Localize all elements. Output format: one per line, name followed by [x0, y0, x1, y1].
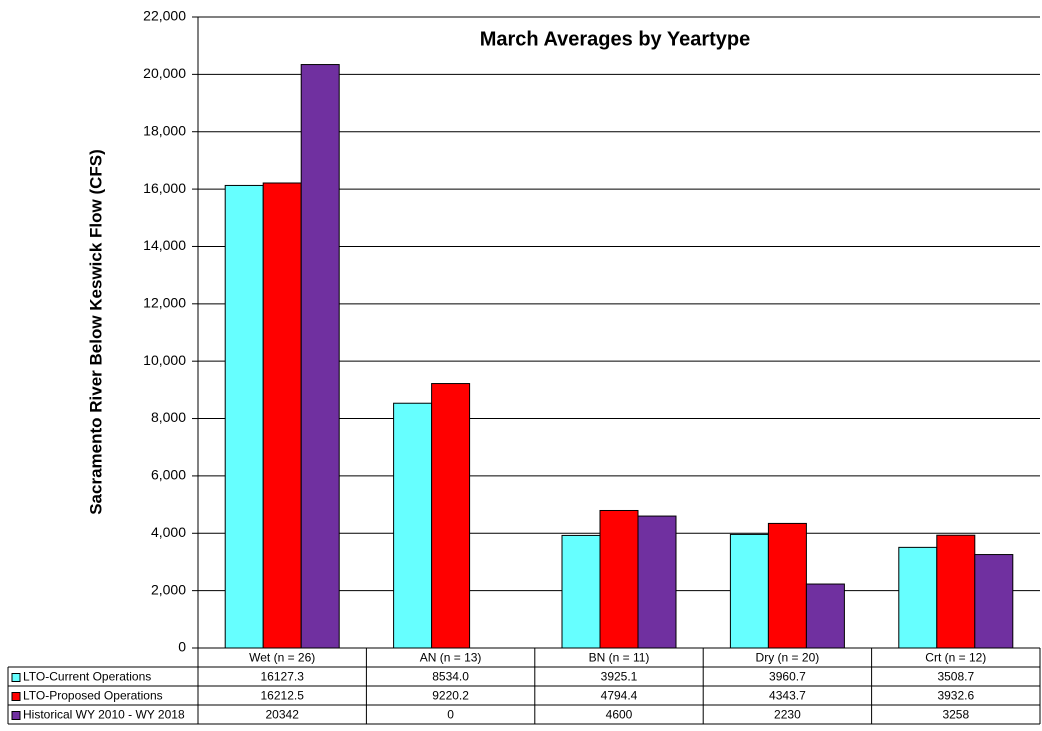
- y-tick-label: 8,000: [151, 409, 186, 425]
- bar: [224, 184, 264, 649]
- table-value: 4600: [606, 708, 633, 722]
- x-tick-label: Dry (n = 20): [756, 651, 820, 665]
- y-tick-label: 14,000: [143, 237, 186, 253]
- bar: [898, 546, 938, 649]
- legend-key: [11, 711, 21, 720]
- y-axis-title: Sacramento River Below Keswick Flow (CFS…: [86, 149, 105, 515]
- bar: [561, 534, 601, 649]
- y-tick-label: 6,000: [151, 467, 186, 483]
- table-value: 16212.5: [261, 689, 305, 703]
- y-tick-label: 22,000: [143, 8, 186, 24]
- bar: [805, 583, 845, 649]
- table-value: 3925.1: [601, 670, 638, 684]
- legend-key: [11, 692, 21, 701]
- x-tick-label: Wet (n = 26): [249, 651, 315, 665]
- table-value: 4343.7: [769, 689, 806, 703]
- table-value: 9220.2: [432, 689, 469, 703]
- table-value: 3932.6: [937, 689, 974, 703]
- y-tick-label: 0: [178, 639, 186, 655]
- bar: [767, 522, 807, 649]
- x-tick-label: AN (n = 13): [420, 651, 482, 665]
- table-value: 20342: [266, 708, 300, 722]
- y-tick-label: 10,000: [143, 352, 186, 368]
- bar: [729, 533, 769, 649]
- bar: [599, 509, 639, 649]
- table-value: 8534.0: [432, 670, 469, 684]
- chart-title: March Averages by Yeartype: [480, 28, 751, 50]
- legend-label: LTO-Proposed Operations: [23, 689, 163, 703]
- y-tick-label: 20,000: [143, 65, 186, 81]
- table-value: 3508.7: [937, 670, 974, 684]
- table-value: 2230: [774, 708, 801, 722]
- table-value: 0: [447, 708, 454, 722]
- bar: [936, 534, 976, 649]
- y-tick-label: 16,000: [143, 180, 186, 196]
- y-tick-label: 18,000: [143, 122, 186, 138]
- table-value: 3258: [942, 708, 969, 722]
- y-tick-label: 12,000: [143, 295, 186, 311]
- table-value: 16127.3: [261, 670, 305, 684]
- y-tick-label: 2,000: [151, 581, 186, 597]
- x-tick-label: BN (n = 11): [589, 651, 650, 665]
- bar: [974, 554, 1014, 649]
- bar: [393, 402, 433, 649]
- bar: [637, 515, 677, 649]
- table-value: 4794.4: [601, 689, 638, 703]
- legend-key: [11, 673, 21, 682]
- x-tick-label: Crt (n = 12): [925, 651, 986, 665]
- bar: [431, 383, 471, 649]
- y-tick-label: 4,000: [151, 524, 186, 540]
- bar: [262, 182, 302, 649]
- legend-label: Historical WY 2010 - WY 2018: [23, 708, 185, 722]
- bar: [300, 64, 340, 649]
- table-value: 3960.7: [769, 670, 806, 684]
- legend-label: LTO-Current Operations: [23, 670, 151, 684]
